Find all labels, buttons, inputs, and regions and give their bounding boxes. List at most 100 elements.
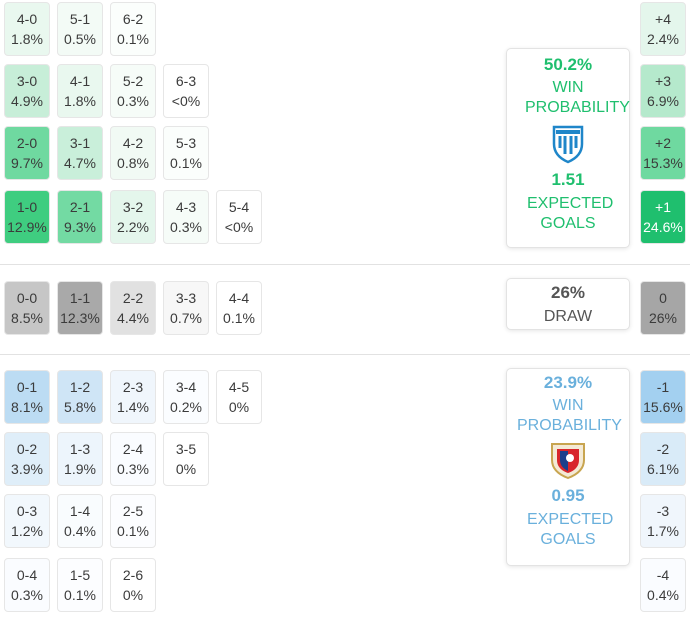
draw-score-cell-0-0: 0-0 8.5% bbox=[4, 281, 50, 335]
score-probability: 0.4% bbox=[647, 587, 679, 603]
score-label: 1-5 bbox=[69, 567, 91, 583]
score-label: 5-4 bbox=[228, 199, 250, 215]
home-score-cell-3-1: 3-1 4.7% bbox=[57, 126, 103, 180]
away-score-cell-1-5: 1-5 0.1% bbox=[57, 558, 103, 612]
away-score-cell-0-1: 0-1 8.1% bbox=[4, 370, 50, 424]
score-probability: 0% bbox=[228, 399, 250, 415]
score-probability: 2.4% bbox=[647, 31, 679, 47]
score-probability: 4.4% bbox=[117, 310, 149, 326]
home-xg-value: 1.51 bbox=[551, 170, 585, 189]
score-label: 3-0 bbox=[16, 73, 38, 89]
score-label: 5-3 bbox=[175, 135, 197, 151]
score-probability: 9.3% bbox=[64, 219, 96, 235]
home-score-cell-2-0: 2-0 9.7% bbox=[4, 126, 50, 180]
score-probability: 0.7% bbox=[170, 310, 202, 326]
score-probability: 0.3% bbox=[170, 219, 202, 235]
goal-margin-cell: -3 1.7% bbox=[640, 494, 686, 548]
score-label: 3-1 bbox=[69, 135, 91, 151]
away-score-cell-0-3: 0-3 1.2% bbox=[4, 494, 50, 548]
score-probability: 8.5% bbox=[11, 310, 43, 326]
home-score-cell-4-0: 4-0 1.8% bbox=[4, 2, 50, 56]
score-label: 4-3 bbox=[175, 199, 197, 215]
score-probability: 0% bbox=[122, 587, 144, 603]
score-probability: 5.8% bbox=[64, 399, 96, 415]
home-score-cell-4-3: 4-3 0.3% bbox=[163, 190, 209, 244]
score-label: 2-6 bbox=[122, 567, 144, 583]
away-score-cell-4-5: 4-5 0% bbox=[216, 370, 262, 424]
away-score-cell-0-2: 0-2 3.9% bbox=[4, 432, 50, 486]
score-probability: 0.4% bbox=[64, 523, 96, 539]
score-probability: 1.4% bbox=[117, 399, 149, 415]
score-label: +3 bbox=[655, 73, 671, 89]
away-win-panel: 23.9% WIN PROBABILITY 0.95 EXPECTED GOAL… bbox=[506, 368, 630, 566]
away-score-cell-1-3: 1-3 1.9% bbox=[57, 432, 103, 486]
score-label: 1-4 bbox=[69, 503, 91, 519]
home-score-cell-3-2: 3-2 2.2% bbox=[110, 190, 156, 244]
score-probability: 0.1% bbox=[223, 310, 255, 326]
goal-margin-cell: +4 2.4% bbox=[640, 2, 686, 56]
score-label: 0 bbox=[659, 290, 667, 306]
score-label: 5-1 bbox=[69, 11, 91, 27]
score-probability: 0% bbox=[175, 461, 197, 477]
score-probability: 0.1% bbox=[117, 523, 149, 539]
score-probability: 3.9% bbox=[11, 461, 43, 477]
score-label: 6-2 bbox=[122, 11, 144, 27]
score-label: 2-4 bbox=[122, 441, 144, 457]
away-score-cell-2-5: 2-5 0.1% bbox=[110, 494, 156, 548]
score-label: 1-1 bbox=[69, 290, 91, 306]
goal-margin-cell: +2 15.3% bbox=[640, 126, 686, 180]
score-label: 5-2 bbox=[122, 73, 144, 89]
score-label: 4-4 bbox=[228, 290, 250, 306]
score-probability: 12.9% bbox=[7, 219, 47, 235]
home-score-cell-6-2: 6-2 0.1% bbox=[110, 2, 156, 56]
away-score-cell-1-2: 1-2 5.8% bbox=[57, 370, 103, 424]
away-score-cell-3-5: 3-5 0% bbox=[163, 432, 209, 486]
home-score-cell-5-3: 5-3 0.1% bbox=[163, 126, 209, 180]
home-score-cell-5-2: 5-2 0.3% bbox=[110, 64, 156, 118]
score-label: 1-0 bbox=[16, 199, 38, 215]
divider-home-draw bbox=[0, 264, 690, 265]
score-label: 0-2 bbox=[16, 441, 38, 457]
score-probability: 1.8% bbox=[64, 93, 96, 109]
home-win-pct: 50.2% bbox=[543, 55, 593, 74]
home-win-panel: 50.2% WIN PROBABILITY 1.51 EXPECTED GOAL… bbox=[506, 48, 630, 248]
away-xg-label: EXPECTED GOALS bbox=[527, 511, 614, 548]
home-score-cell-6-3: 6-3 <0% bbox=[163, 64, 209, 118]
home-score-cell-5-1: 5-1 0.5% bbox=[57, 2, 103, 56]
away-win-label: WIN PROBABILITY bbox=[517, 397, 622, 434]
score-label: 3-2 bbox=[122, 199, 144, 215]
score-probability: 0.3% bbox=[117, 93, 149, 109]
score-label: -1 bbox=[656, 379, 670, 395]
home-score-cell-4-1: 4-1 1.8% bbox=[57, 64, 103, 118]
score-label: +2 bbox=[655, 135, 671, 151]
home-win-label: WIN PROBABILITY bbox=[525, 79, 630, 116]
score-probability: 12.3% bbox=[60, 310, 100, 326]
score-probability: 0.3% bbox=[11, 587, 43, 603]
score-probability: 6.1% bbox=[647, 461, 679, 477]
home-score-cell-1-0: 1-0 12.9% bbox=[4, 190, 50, 244]
score-probability: 24.6% bbox=[643, 219, 683, 235]
score-label: -3 bbox=[656, 503, 670, 519]
score-label: 1-3 bbox=[69, 441, 91, 457]
home-score-cell-2-1: 2-1 9.3% bbox=[57, 190, 103, 244]
score-label: 0-0 bbox=[16, 290, 38, 306]
goal-margin-cell: +1 24.6% bbox=[640, 190, 686, 244]
draw-score-cell-2-2: 2-2 4.4% bbox=[110, 281, 156, 335]
score-probability: 1.8% bbox=[11, 31, 43, 47]
score-label: 4-1 bbox=[69, 73, 91, 89]
goal-margin-cell: -1 15.6% bbox=[640, 370, 686, 424]
score-label: 2-1 bbox=[69, 199, 91, 215]
score-probability: 6.9% bbox=[647, 93, 679, 109]
score-probability: 1.2% bbox=[11, 523, 43, 539]
away-team-crest-icon bbox=[548, 440, 588, 480]
home-score-cell-5-4: 5-4 <0% bbox=[216, 190, 262, 244]
score-label: 2-3 bbox=[122, 379, 144, 395]
score-label: 3-3 bbox=[175, 290, 197, 306]
score-probability: 0.1% bbox=[117, 31, 149, 47]
goal-margin-cell: -2 6.1% bbox=[640, 432, 686, 486]
score-label: 4-5 bbox=[228, 379, 250, 395]
draw-pct: 26% bbox=[550, 283, 586, 302]
score-probability: 0.2% bbox=[170, 399, 202, 415]
score-label: +1 bbox=[655, 199, 671, 215]
score-probability: 0.5% bbox=[64, 31, 96, 47]
